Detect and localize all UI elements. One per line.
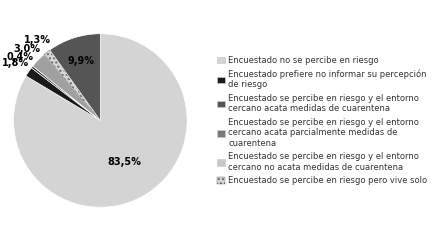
- Wedge shape: [13, 34, 187, 207]
- Text: 9,9%: 9,9%: [68, 56, 95, 66]
- Text: 83,5%: 83,5%: [107, 157, 141, 167]
- Text: 3,0%: 3,0%: [13, 44, 41, 54]
- Wedge shape: [50, 34, 100, 120]
- Wedge shape: [44, 50, 100, 121]
- Wedge shape: [26, 68, 100, 120]
- Text: 0,4%: 0,4%: [6, 52, 33, 62]
- Wedge shape: [33, 54, 100, 120]
- Text: 1,3%: 1,3%: [24, 35, 51, 45]
- Text: 1,8%: 1,8%: [2, 58, 29, 68]
- Legend: Encuestado no se percibe en riesgo, Encuestado prefiere no informar su percepció: Encuestado no se percibe en riesgo, Encu…: [217, 56, 427, 185]
- Wedge shape: [31, 66, 100, 120]
